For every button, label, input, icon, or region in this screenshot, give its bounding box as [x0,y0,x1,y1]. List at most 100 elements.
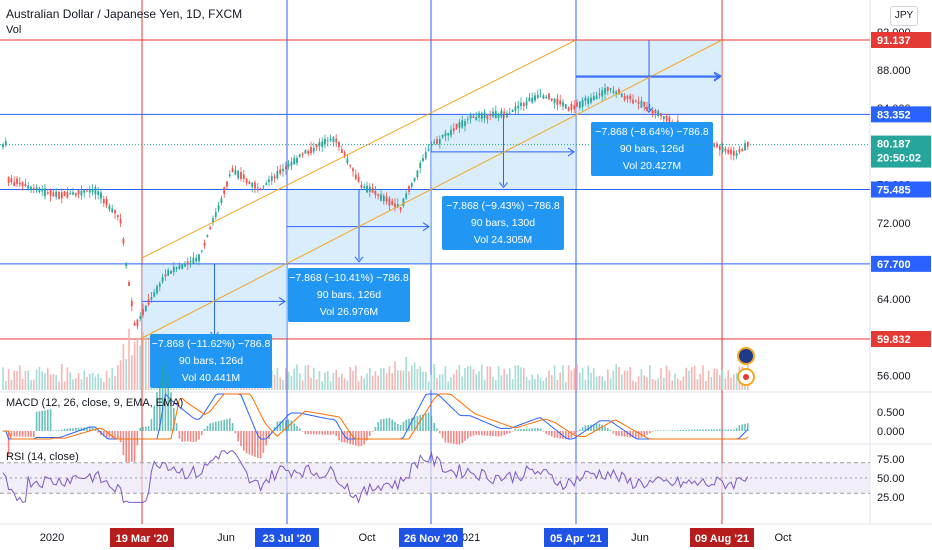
currency-button[interactable]: JPY [890,6,918,26]
macd-bar [226,419,228,431]
macd-bar [346,431,349,444]
volume-bar [391,373,393,390]
macd-bar [511,431,514,432]
macd-bar [520,429,522,431]
candle-body [60,192,63,199]
candle-body [63,191,66,196]
candle-body [2,144,4,148]
last-price-label: 80.187 [877,139,911,151]
volume-bar [677,378,679,390]
macd-bar [713,429,715,431]
candle-body [52,192,55,197]
volume-bar [595,376,598,390]
macd-bar [41,410,43,431]
macd-bar [52,430,55,431]
volume-bar [475,373,477,390]
candle-body [321,141,324,147]
macd-bar [539,428,542,431]
macd-bar [147,426,150,431]
volume-bar [343,378,346,390]
macd-bar [150,418,153,431]
volume-bar [525,377,528,390]
candle-body [181,264,184,270]
macd-bar [349,431,351,445]
volume-bar [710,376,713,390]
volume-bar [556,380,559,390]
macd-bar [425,413,427,431]
price-range-info-box [442,196,564,250]
candle-body [665,115,668,122]
macd-bar [721,429,724,431]
macd-bar [674,430,676,431]
volume-bar [55,375,57,390]
candle-body [248,181,251,185]
candle-body [74,193,77,196]
volume-bar [293,368,295,390]
volume-bar [24,371,27,390]
candle-body [100,192,102,199]
macd-bar [730,429,732,431]
candle-body [203,242,206,246]
volume-bar [478,371,480,390]
volume-bar [363,378,365,390]
candle-body [536,94,539,98]
macd-bar [187,431,189,442]
macd-bar [75,427,77,431]
candle-body [590,97,592,103]
candle-body [217,205,220,210]
macd-bar [433,422,435,431]
volume-bar [77,373,80,390]
candle-body [276,171,279,179]
candle-body [366,185,368,193]
candle-body [634,100,637,102]
candle-body [500,110,503,117]
candle-body [615,91,618,95]
macd-bar [738,425,741,431]
price-tick-label: 64.000 [877,294,911,306]
volume-bar [313,367,315,390]
macd-bar [86,427,88,431]
macd-bar [133,431,136,462]
macd-bar [724,429,727,431]
volume-bar [489,366,491,390]
candle-body [416,170,419,178]
macd-bar [643,431,645,437]
macd-bar [441,431,444,439]
candle-body [573,105,576,110]
macd-bar [301,431,304,432]
macd-bar [27,431,29,437]
candle-body [298,154,301,157]
volume-bar [80,379,83,390]
volume-bar [545,377,547,390]
candle-body [548,93,550,100]
candle-body [242,174,245,179]
candle-body [10,178,13,183]
macd-bar [607,428,609,431]
macd-bar [245,431,248,454]
candle-body [578,101,581,108]
macd-bar [545,431,547,434]
macd-tick-label: 0.500 [877,407,905,419]
macd-bar [215,421,217,431]
candle-body [116,215,119,217]
macd-bar [13,431,15,437]
macd-bar [66,428,69,431]
macd-bar [495,431,497,437]
volume-bar [705,381,707,390]
candle-body [178,265,181,269]
macd-bar [380,419,382,431]
candle-body [296,157,298,164]
macd-bar [612,431,615,434]
candle-body [315,144,318,148]
volume-bar [357,381,360,390]
candle-body [72,192,74,195]
volume-bar [394,361,396,390]
volume-bar [131,355,133,390]
candle-body [452,128,455,131]
volume-bar [539,377,542,390]
candle-body [405,193,408,199]
macd-bar [688,429,690,431]
volume-bar [10,379,13,390]
volume-bar [290,375,293,390]
